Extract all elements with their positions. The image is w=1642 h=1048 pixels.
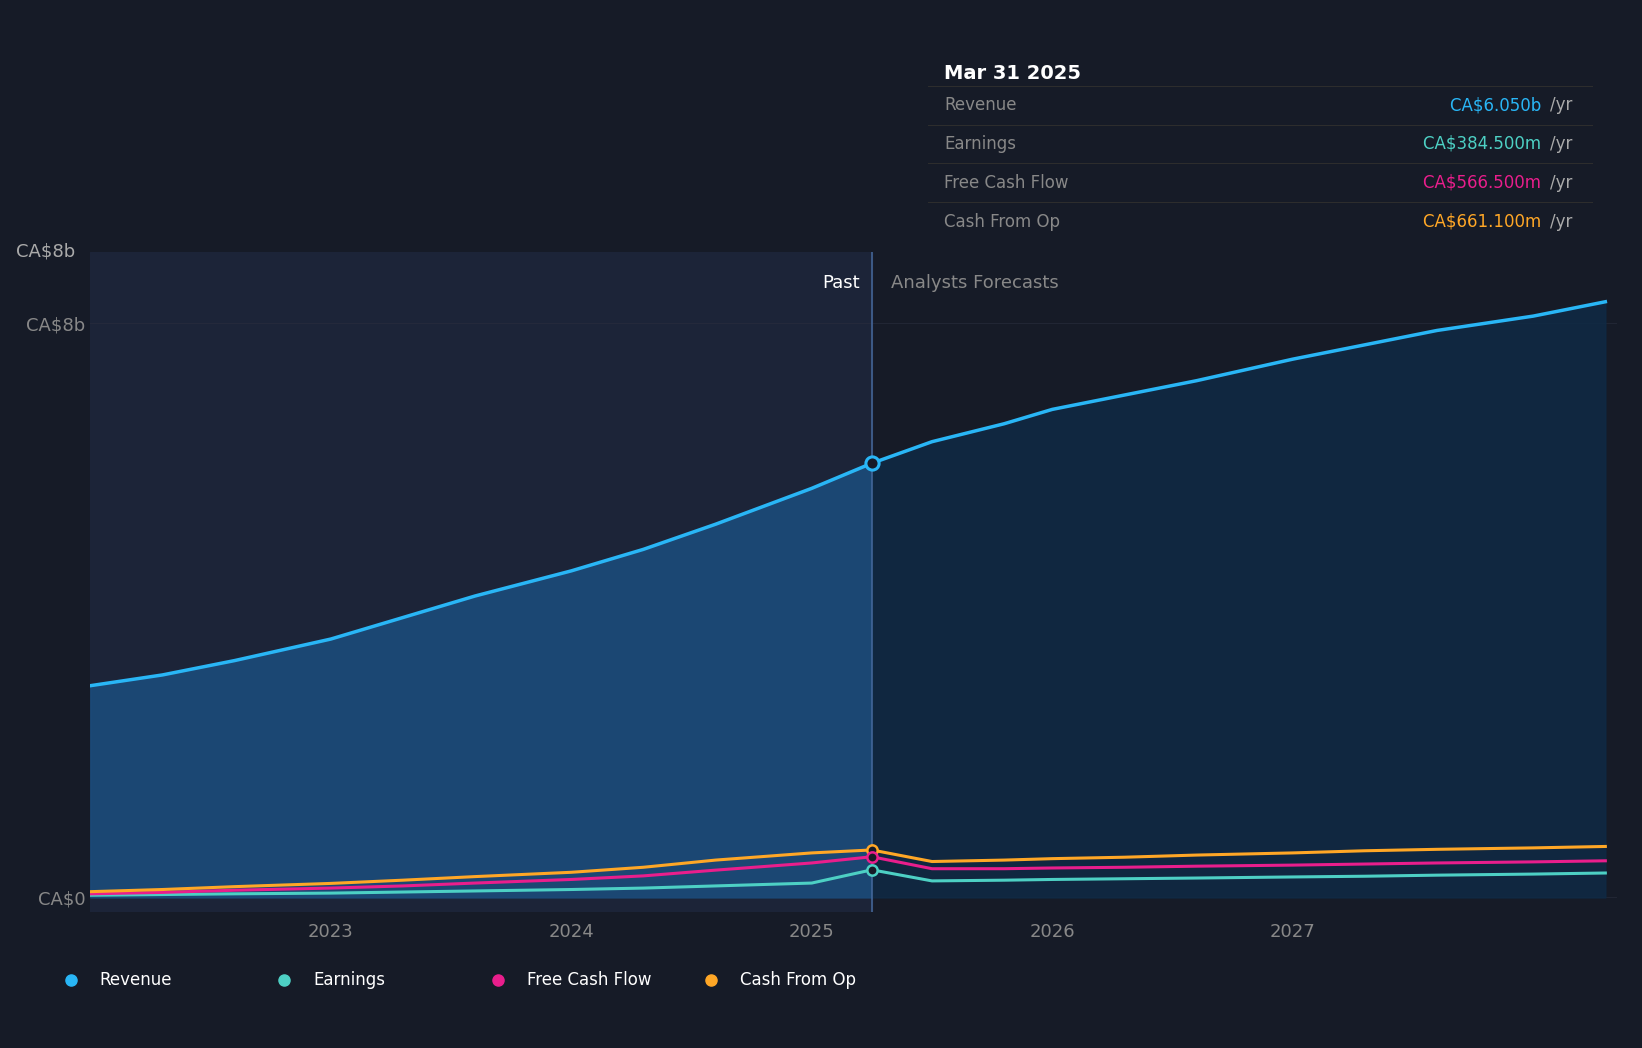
- Point: [859, 842, 885, 858]
- Text: CA$384.500m: CA$384.500m: [1424, 135, 1547, 153]
- Point: [859, 861, 885, 878]
- Text: CA$6.050b: CA$6.050b: [1450, 96, 1547, 114]
- Text: Mar 31 2025: Mar 31 2025: [944, 64, 1082, 83]
- Text: Free Cash Flow: Free Cash Flow: [527, 970, 652, 989]
- Bar: [90, 252, 872, 912]
- Text: Revenue: Revenue: [100, 970, 172, 989]
- Text: /yr: /yr: [1550, 174, 1573, 192]
- Text: /yr: /yr: [1550, 213, 1573, 231]
- Text: Analysts Forecasts: Analysts Forecasts: [892, 275, 1059, 292]
- Text: Earnings: Earnings: [314, 970, 386, 989]
- Text: Cash From Op: Cash From Op: [741, 970, 855, 989]
- Text: CA$566.500m: CA$566.500m: [1424, 174, 1547, 192]
- Text: /yr: /yr: [1550, 135, 1573, 153]
- Text: Past: Past: [823, 275, 860, 292]
- Point: [859, 455, 885, 472]
- Text: Revenue: Revenue: [944, 96, 1016, 114]
- Text: CA$8b: CA$8b: [16, 242, 76, 261]
- Text: Cash From Op: Cash From Op: [944, 213, 1061, 231]
- Text: Earnings: Earnings: [944, 135, 1016, 153]
- Text: /yr: /yr: [1550, 96, 1573, 114]
- Point: [859, 849, 885, 866]
- Text: CA$661.100m: CA$661.100m: [1422, 213, 1547, 231]
- Text: Free Cash Flow: Free Cash Flow: [944, 174, 1069, 192]
